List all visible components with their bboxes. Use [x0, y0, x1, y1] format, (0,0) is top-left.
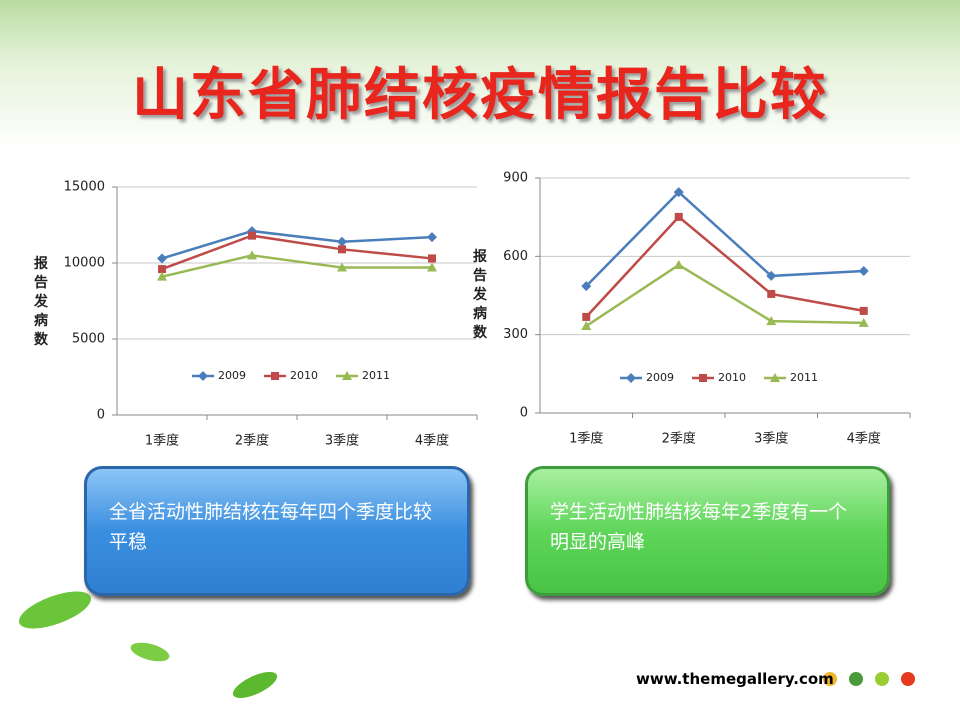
- series-line: [585, 190, 864, 287]
- dot: [849, 672, 863, 686]
- leaf: [130, 642, 170, 662]
- y-tick-label: 5000: [72, 332, 105, 347]
- marker: [338, 245, 346, 254]
- series-line: [161, 229, 433, 260]
- dot: [901, 672, 915, 686]
- x-tick-label: 2季度: [662, 431, 696, 447]
- legend-label: 2009: [218, 369, 246, 382]
- y-tick-label: 600: [503, 249, 528, 264]
- x-tick-label: 4季度: [847, 431, 881, 447]
- website: www.themegallery.com: [636, 670, 834, 688]
- leaf: [18, 591, 92, 629]
- marker: [337, 236, 347, 247]
- y-tick-label: 15000: [64, 180, 105, 195]
- callout: 学生活动性肺结核每年2季度有一个明显的高峰: [525, 466, 890, 596]
- leaf: [232, 671, 278, 699]
- series-line: [585, 215, 864, 318]
- x-tick-label: 1季度: [145, 433, 179, 449]
- x-tick-label: 2季度: [235, 433, 269, 449]
- x-tick-label: 3季度: [325, 433, 359, 449]
- y-tick-label: 0: [520, 406, 528, 421]
- y-tick-label: 0: [97, 408, 105, 423]
- y-tick-label: 300: [503, 327, 528, 342]
- legend-label: 2011: [790, 371, 818, 384]
- marker: [157, 271, 167, 281]
- series-line: [161, 254, 432, 278]
- marker: [581, 321, 592, 331]
- x-tick-label: 4季度: [415, 433, 449, 449]
- marker: [247, 250, 257, 260]
- marker: [427, 232, 437, 243]
- marker: [428, 254, 436, 263]
- legend-label: 2009: [646, 371, 674, 384]
- marker: [859, 306, 868, 315]
- y-axis-label: 报告发病数: [473, 249, 487, 341]
- marker: [337, 262, 347, 272]
- marker: [673, 187, 684, 198]
- marker: [271, 372, 279, 380]
- marker: [673, 259, 684, 269]
- marker: [198, 371, 208, 381]
- callout: 全省活动性肺结核在每年四个季度比较平稳: [84, 466, 470, 596]
- marker: [858, 265, 869, 276]
- marker: [699, 374, 707, 382]
- marker: [626, 373, 636, 383]
- marker: [766, 316, 777, 326]
- dot: [823, 672, 837, 686]
- x-tick-label: 3季度: [754, 431, 788, 447]
- series-line: [161, 234, 433, 271]
- marker: [581, 281, 592, 292]
- marker: [158, 265, 166, 274]
- series-line: [585, 263, 864, 328]
- marker: [342, 371, 352, 380]
- legend-label: 2010: [718, 371, 746, 384]
- marker: [427, 262, 437, 272]
- marker: [248, 231, 256, 240]
- marker: [582, 312, 591, 321]
- slide-title: 山东省肺结核疫情报告比较: [132, 62, 828, 128]
- marker: [766, 270, 777, 281]
- marker: [770, 373, 780, 382]
- legend-label: 2010: [290, 369, 318, 382]
- marker: [858, 317, 869, 327]
- marker: [674, 212, 683, 221]
- x-tick-label: 1季度: [569, 431, 603, 447]
- dot: [875, 672, 889, 686]
- marker: [157, 253, 167, 264]
- legend-label: 2011: [362, 369, 390, 382]
- y-tick-label: 900: [503, 171, 528, 186]
- y-axis-label: 报告发病数: [34, 256, 48, 348]
- y-tick-label: 10000: [64, 256, 105, 271]
- marker: [767, 289, 776, 298]
